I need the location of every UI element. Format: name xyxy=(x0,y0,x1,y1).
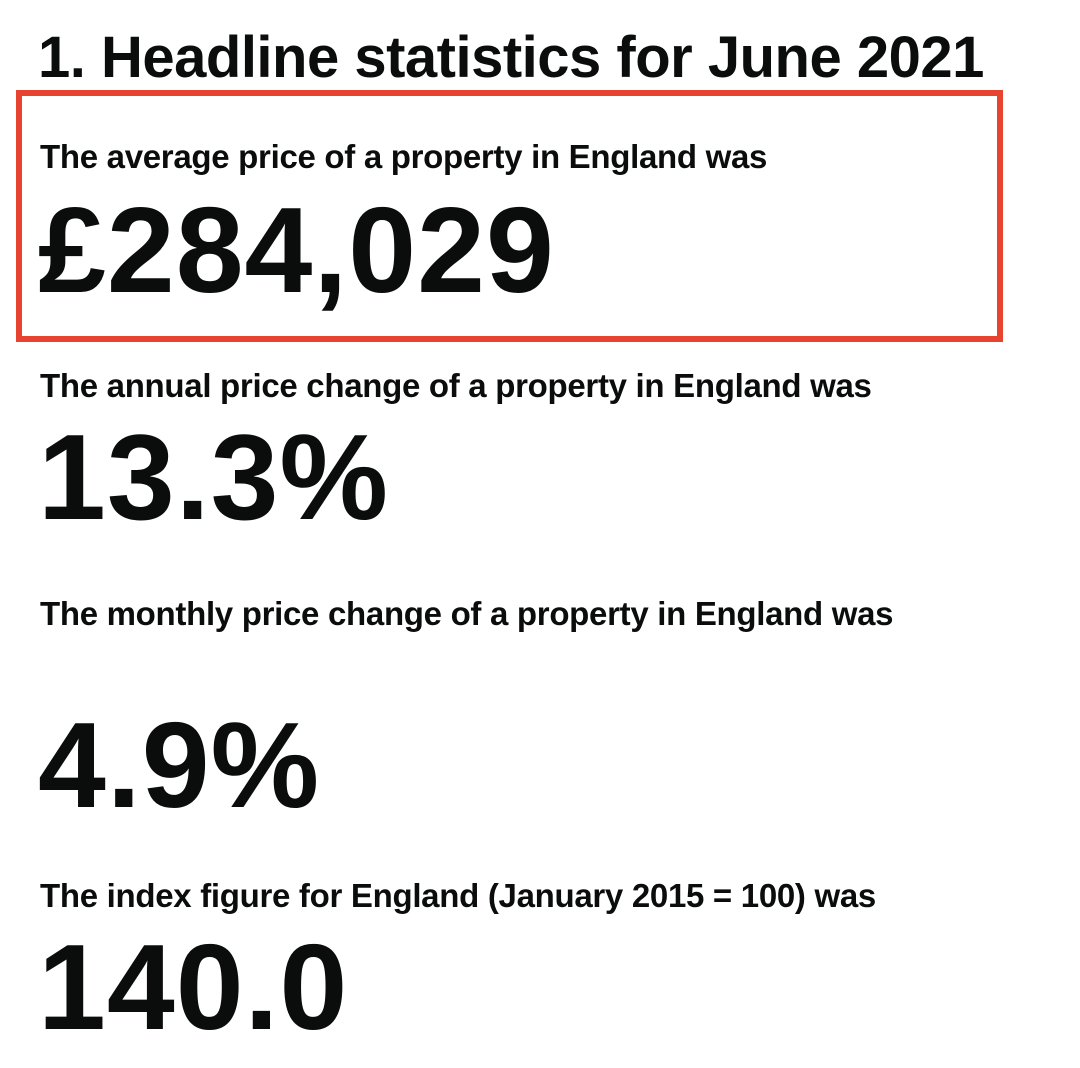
index-figure-value: 140.0 xyxy=(38,919,349,1055)
average-price-highlight-box xyxy=(16,90,1003,342)
annual-change-value: 13.3% xyxy=(38,409,389,545)
page-title: 1. Headline statistics for June 2021 xyxy=(38,25,984,90)
average-price-value: £284,029 xyxy=(38,182,555,318)
index-figure-label: The index figure for England (January 20… xyxy=(40,877,876,914)
monthly-change-label: The monthly price change of a property i… xyxy=(40,595,894,632)
annual-change-label: The annual price change of a property in… xyxy=(40,367,872,404)
monthly-change-value: 4.9% xyxy=(38,697,321,833)
average-price-label: The average price of a property in Engla… xyxy=(40,138,768,175)
